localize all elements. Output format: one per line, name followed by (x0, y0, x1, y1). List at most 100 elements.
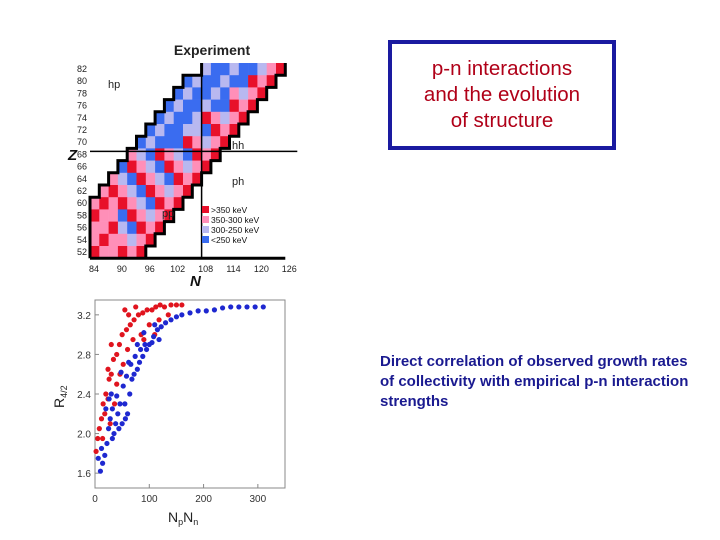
blue-data-point (119, 421, 125, 427)
red-data-point (179, 302, 185, 308)
grid-cell (145, 124, 156, 137)
grid-cell (173, 160, 184, 174)
red-data-point (107, 421, 113, 427)
lower-boundary (144, 63, 287, 259)
grid-cell (155, 160, 165, 174)
blue-data-point (116, 426, 122, 432)
grid-cell (192, 75, 202, 88)
grid-cell (229, 124, 240, 137)
legend-swatch (202, 216, 209, 223)
red-data-point (106, 376, 112, 382)
grid-cell (136, 246, 147, 259)
blue-data-point (108, 391, 114, 397)
grid-cell (220, 63, 230, 76)
blue-data-point (111, 430, 117, 437)
grid-cell (210, 136, 221, 149)
grid-cell (192, 111, 202, 125)
blue-data-point (114, 393, 120, 399)
x-axis-label: NpNn (168, 509, 198, 527)
grid-cell (238, 111, 249, 125)
grid-cell (127, 185, 137, 198)
grid-cell (136, 233, 147, 247)
red-data-point (100, 435, 106, 442)
red-data-point (108, 371, 114, 377)
red-data-point (133, 304, 139, 310)
z-tick-label: 64 (77, 174, 87, 184)
grid-cell (164, 148, 174, 161)
blue-data-point (106, 396, 112, 402)
red-data-point (141, 336, 147, 343)
grid-cell (201, 99, 212, 113)
grid-cell (192, 124, 202, 137)
grid-cell (173, 87, 184, 100)
blue-data-point (107, 416, 113, 422)
legend-swatch (202, 236, 209, 243)
z-axis-label: Z (67, 147, 78, 164)
grid-cell (90, 209, 100, 222)
z-tick-label: 54 (77, 235, 87, 245)
blue-data-point (113, 421, 119, 427)
blue-data-point (173, 314, 180, 320)
grid-cell (145, 233, 156, 247)
grid-cell (173, 99, 184, 113)
grid-cell (90, 246, 100, 259)
red-data-point (131, 317, 137, 323)
y-axis-label: R4/2 (51, 385, 69, 408)
grid-cell (257, 75, 267, 88)
grid-cell (192, 148, 202, 161)
y-tick-label: 1.6 (77, 469, 91, 480)
grid-cell (108, 246, 119, 259)
blue-data-point (109, 406, 115, 412)
grid-cell (257, 63, 267, 76)
legend-label: 300-250 keV (211, 225, 260, 235)
grid-cell (145, 185, 156, 198)
x-tick-label: 100 (141, 494, 158, 505)
blue-data-point (118, 369, 124, 375)
red-data-point (135, 312, 142, 318)
grid-cell (248, 75, 258, 88)
z-tick-label: 52 (77, 247, 87, 257)
grid-cell (90, 221, 100, 235)
blue-data-point (134, 341, 140, 348)
grid-cell (164, 185, 174, 198)
grid-cell (183, 87, 193, 100)
blue-data-point (123, 373, 130, 379)
grid-cell (173, 136, 184, 149)
legend-label: <250 keV (211, 235, 247, 245)
blue-data-point (142, 341, 148, 348)
grid-cell (117, 221, 128, 235)
grid-cell (164, 99, 174, 113)
red-data-point (114, 381, 120, 387)
blue-data-point (219, 305, 226, 311)
n-tick-labels: 84 90 96 102 108 114 120 126 (89, 264, 297, 274)
grid-cell (220, 87, 230, 100)
grid-cell (257, 87, 267, 100)
blue-data-point (158, 324, 164, 330)
grid-cell (220, 111, 230, 125)
legend-label: 350-300 keV (211, 215, 260, 225)
grid-cell (192, 172, 202, 186)
blue-data-point (95, 455, 101, 461)
blue-data-point (100, 460, 106, 466)
grid-cell (117, 172, 128, 186)
blue-data-point (136, 359, 143, 365)
blue-data-point (203, 308, 209, 314)
title-text: p-n interactions and the evolution of st… (423, 57, 581, 132)
grid-cell (90, 233, 100, 247)
red-data-point (149, 307, 155, 313)
grid-cell (220, 99, 230, 113)
y-tick-label: 2.8 (77, 350, 91, 361)
grid-cell (127, 160, 137, 174)
n-tick-label: 84 (89, 264, 99, 274)
grid-cell (99, 185, 109, 198)
n-tick-label: 108 (198, 264, 213, 274)
grid-cell (108, 209, 119, 222)
grid-cell (238, 63, 249, 76)
grid-cell (210, 124, 221, 137)
blue-data-point (103, 406, 109, 412)
blue-data-point (149, 339, 155, 346)
grid-cell (183, 148, 193, 161)
grid-cell (164, 160, 174, 174)
blue-data-point (104, 440, 110, 447)
legend-label: >350 keV (211, 205, 247, 215)
